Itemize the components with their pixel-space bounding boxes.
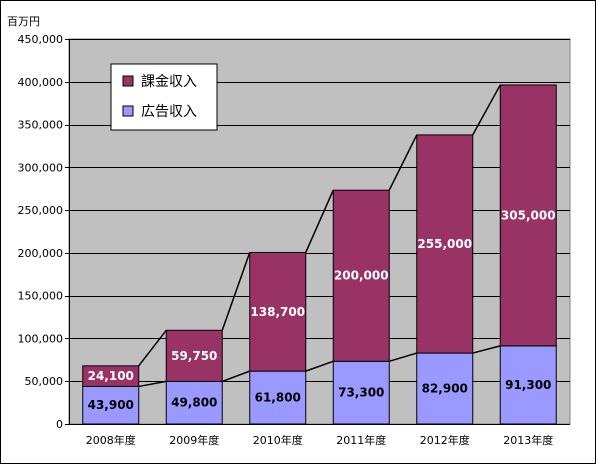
data-label: 73,300: [338, 386, 384, 400]
data-label: 59,750: [171, 349, 217, 363]
series-line: [221, 252, 251, 331]
data-label: 49,800: [171, 396, 217, 410]
data-label: 138,700: [250, 305, 305, 319]
series-line: [305, 189, 334, 253]
x-tick-label: 2013年度: [503, 433, 553, 447]
legend-label: 課金収入: [141, 74, 197, 90]
bar-segment: [249, 251, 307, 372]
series-line: [389, 352, 417, 363]
y-tick-label: 50,000: [25, 375, 64, 388]
data-label: 82,900: [422, 382, 468, 396]
bar-segment: [332, 360, 390, 425]
legend-label: 広告収入: [141, 104, 197, 120]
data-label: 305,000: [501, 208, 556, 222]
bar-segment: [82, 385, 140, 425]
x-tick-label: 2010年度: [253, 433, 303, 447]
bar-segment: [416, 134, 474, 354]
data-labels: 43,900 24,100 49,800 59,750 61,800 138,700 73,…: [88, 208, 556, 412]
x-tick-label: 2008年度: [86, 433, 136, 447]
x-axis-ticks: 2008年度 2009年度 2010年度 2011年度 2012年度 2013年度: [69, 424, 570, 447]
series-line: [138, 329, 167, 367]
bar-segment: [416, 352, 474, 425]
bar-segment: [165, 329, 223, 382]
legend-box: [110, 63, 218, 131]
series-line: [138, 380, 167, 388]
bar-segment: [332, 189, 390, 362]
data-label: 91,300: [505, 378, 551, 392]
series-connector-lines: [138, 84, 501, 388]
bar-segment: [82, 365, 140, 387]
series-line: [221, 370, 251, 383]
data-label: 43,900: [88, 398, 134, 412]
series-line: [472, 84, 501, 136]
y-tick-label: 150,000: [18, 290, 64, 303]
data-label: 61,800: [255, 391, 301, 405]
data-label: 200,000: [334, 269, 389, 283]
y-tick-label: 100,000: [18, 332, 64, 345]
y-axis-ticks: 0 50,000 100,000 150,000 200,000 250,000 300,0…: [18, 33, 70, 431]
y-tick-label: 450,000: [18, 33, 64, 46]
legend-swatch: [122, 75, 134, 87]
data-label: 24,100: [88, 369, 134, 383]
series-line: [305, 360, 334, 372]
y-tick-label: 0: [56, 418, 63, 431]
bar-segment: [249, 370, 307, 425]
x-tick-label: 2012年度: [420, 433, 470, 447]
y-tick-label: 300,000: [18, 161, 64, 174]
series-line: [388, 134, 418, 191]
bar-segment: [499, 345, 557, 425]
bars: [82, 84, 557, 425]
y-tick-label: 200,000: [18, 247, 64, 260]
legend-swatch: [122, 105, 134, 117]
gridlines: [69, 39, 570, 382]
y-tick-label: 250,000: [18, 204, 64, 217]
y-tick-label: 350,000: [18, 119, 64, 132]
bar-segment: [165, 380, 223, 425]
bar-segment: [499, 84, 557, 347]
data-label: 255,000: [417, 237, 472, 251]
y-axis-unit-label: 百万円: [7, 15, 40, 28]
x-tick-label: 2009年度: [169, 433, 219, 447]
y-tick-label: 400,000: [18, 76, 64, 89]
series-line: [472, 345, 501, 354]
x-tick-label: 2011年度: [336, 433, 386, 447]
